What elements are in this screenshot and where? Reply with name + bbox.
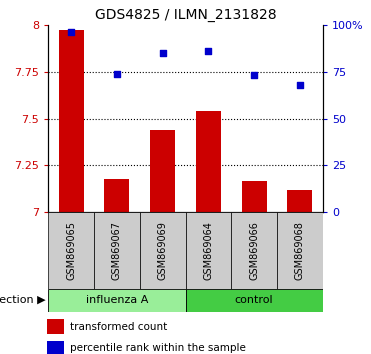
Point xyxy=(251,73,257,78)
Text: GSM869068: GSM869068 xyxy=(295,221,305,280)
Text: GSM869066: GSM869066 xyxy=(249,221,259,280)
Text: infection ▶: infection ▶ xyxy=(0,295,46,305)
Bar xyxy=(59,30,84,212)
Bar xyxy=(231,212,277,289)
Point xyxy=(160,50,165,56)
Bar xyxy=(242,181,267,212)
Text: GSM869064: GSM869064 xyxy=(203,221,213,280)
Bar xyxy=(186,289,323,312)
Bar xyxy=(277,212,323,289)
Text: percentile rank within the sample: percentile rank within the sample xyxy=(70,343,246,353)
Bar xyxy=(186,212,231,289)
Bar xyxy=(47,319,64,334)
Text: transformed count: transformed count xyxy=(70,322,167,332)
Point xyxy=(114,71,120,76)
Text: GSM869065: GSM869065 xyxy=(66,221,76,280)
Bar xyxy=(94,212,140,289)
Text: GSM869069: GSM869069 xyxy=(158,221,168,280)
Bar xyxy=(287,190,312,212)
Bar xyxy=(140,212,186,289)
Bar xyxy=(48,212,94,289)
Bar xyxy=(104,179,129,212)
Text: control: control xyxy=(235,295,273,305)
Bar xyxy=(47,341,64,354)
Text: GSM869067: GSM869067 xyxy=(112,221,122,280)
Title: GDS4825 / ILMN_2131828: GDS4825 / ILMN_2131828 xyxy=(95,8,276,22)
Bar xyxy=(196,111,221,212)
Text: influenza A: influenza A xyxy=(86,295,148,305)
Bar xyxy=(48,289,186,312)
Bar xyxy=(150,130,175,212)
Point xyxy=(297,82,303,88)
Point xyxy=(206,48,211,54)
Point xyxy=(68,29,74,35)
